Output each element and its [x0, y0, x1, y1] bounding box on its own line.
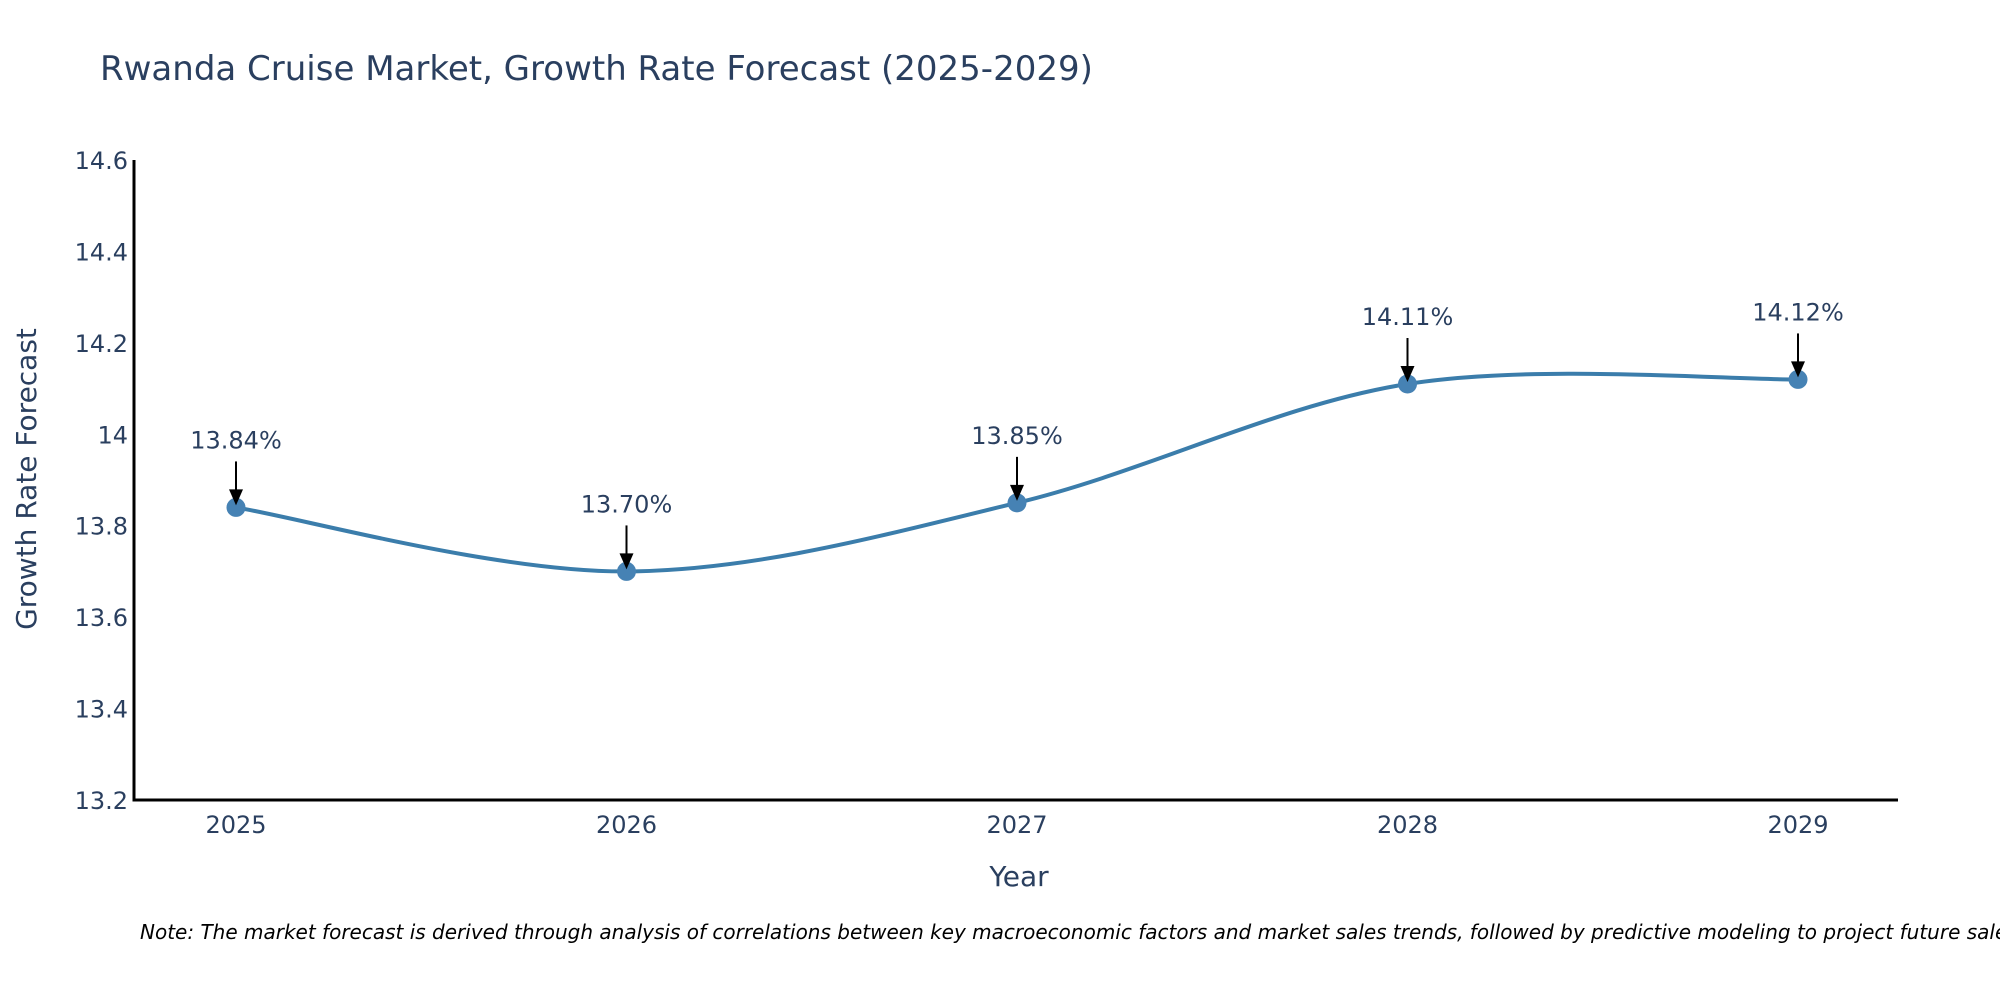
- data-annotations: 13.84% 13.70% 13.85% 14.11% 14.12%: [190, 298, 1844, 570]
- data-label: 13.84%: [190, 426, 282, 454]
- y-axis-title: Growth Rate Forecast: [10, 328, 43, 630]
- x-tick-label: 2026: [596, 811, 657, 839]
- y-tick-label: 13.4: [75, 696, 128, 724]
- data-label: 14.11%: [1362, 303, 1454, 331]
- annotation-arrow-head: [1010, 484, 1024, 501]
- y-axis-ticks: 13.2 13.4 13.6 13.8 14 14.2 14.4 14.6: [75, 147, 128, 815]
- annotation-arrow-head: [619, 553, 634, 570]
- x-tick-label: 2027: [986, 811, 1047, 839]
- data-label: 13.85%: [971, 422, 1063, 450]
- data-point: [1007, 493, 1027, 513]
- data-point: [617, 561, 636, 581]
- x-tick-label: 2025: [205, 811, 266, 839]
- data-label: 14.12%: [1752, 298, 1844, 326]
- y-tick-label: 13.2: [75, 787, 128, 815]
- y-tick-label: 14: [97, 421, 128, 449]
- y-tick-label: 14.2: [75, 330, 128, 358]
- data-label: 13.70%: [581, 490, 673, 518]
- y-tick-label: 13.8: [75, 513, 128, 541]
- data-point: [1788, 369, 1808, 389]
- annotation-arrow-head: [1400, 366, 1415, 382]
- y-tick-label: 14.6: [75, 147, 128, 175]
- x-tick-label: 2028: [1377, 811, 1438, 839]
- y-tick-label: 14.4: [75, 238, 128, 266]
- x-tick-label: 2029: [1767, 811, 1828, 839]
- annotation-arrow-head: [229, 489, 243, 506]
- y-tick-label: 13.6: [75, 604, 128, 632]
- data-point: [1398, 374, 1417, 394]
- data-markers: [226, 369, 1808, 581]
- annotation-arrow-head: [1791, 361, 1805, 378]
- footnote: Note: The market forecast is derived thr…: [140, 920, 2000, 944]
- chart-title: Rwanda Cruise Market, Growth Rate Foreca…: [100, 49, 1093, 89]
- x-axis-ticks: 2025 2026 2027 2028 2029: [205, 811, 1828, 839]
- x-axis-title: Year: [988, 860, 1049, 893]
- data-point: [226, 497, 246, 517]
